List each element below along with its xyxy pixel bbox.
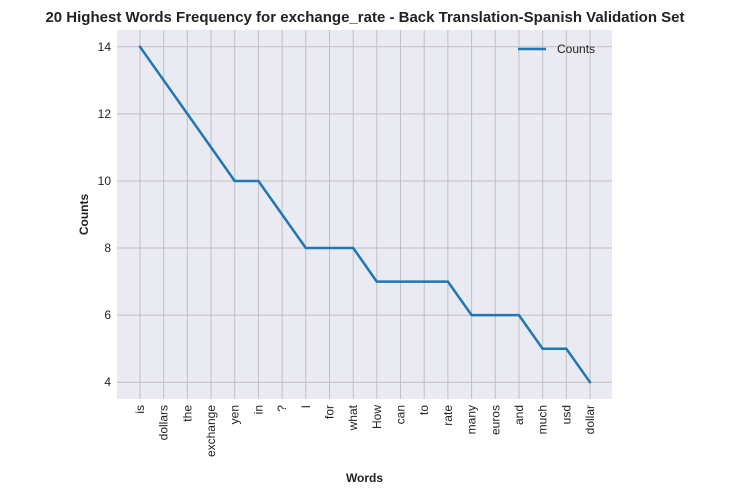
- y-axis-ticks: 4 6 8 10 12 14: [98, 40, 112, 389]
- x-tick-label: How: [370, 405, 384, 429]
- x-tick-label: dollar: [583, 405, 597, 434]
- y-tick-label: 4: [104, 375, 111, 389]
- x-tick-label: yen: [228, 405, 242, 424]
- x-tick-label: is: [133, 405, 147, 414]
- data-point: [139, 46, 141, 48]
- data-point: [399, 280, 401, 282]
- x-tick-label: much: [536, 405, 550, 434]
- x-tick-label: ?: [275, 405, 289, 412]
- data-point: [447, 280, 449, 282]
- data-point: [210, 146, 212, 148]
- y-tick-label: 6: [104, 308, 111, 322]
- x-tick-label: the: [180, 405, 194, 422]
- x-tick-label: dollars: [157, 405, 171, 440]
- data-point: [352, 247, 354, 249]
- data-point: [257, 180, 259, 182]
- y-tick-label: 14: [98, 40, 112, 54]
- data-point: [281, 213, 283, 215]
- data-point: [305, 247, 307, 249]
- data-point: [376, 280, 378, 282]
- x-tick-label: many: [465, 405, 479, 434]
- x-tick-label: euros: [488, 405, 502, 435]
- y-tick-label: 10: [98, 174, 112, 188]
- y-tick-label: 12: [98, 107, 112, 121]
- legend-label-counts: Counts: [557, 42, 595, 56]
- x-tick-label: exchange: [204, 405, 218, 457]
- data-point: [162, 79, 164, 81]
- data-point: [589, 381, 591, 383]
- data-point: [518, 314, 520, 316]
- data-point: [541, 347, 543, 349]
- data-point: [423, 280, 425, 282]
- x-tick-label: to: [417, 405, 431, 415]
- data-point: [470, 314, 472, 316]
- chart-title: 20 Highest Words Frequency for exchange_…: [45, 9, 684, 26]
- x-tick-label: I: [299, 405, 313, 408]
- x-tick-label: for: [322, 405, 336, 419]
- data-point: [565, 347, 567, 349]
- x-tick-label: what: [346, 404, 360, 431]
- data-point: [328, 247, 330, 249]
- x-tick-label: rate: [441, 405, 455, 426]
- x-tick-label: and: [512, 405, 526, 425]
- x-tick-label: can: [394, 405, 408, 424]
- y-tick-label: 8: [104, 241, 111, 255]
- x-axis-label: Words: [346, 471, 383, 485]
- data-point: [494, 314, 496, 316]
- y-axis-label: Counts: [77, 194, 91, 236]
- x-tick-label: usd: [559, 405, 573, 424]
- data-point: [186, 113, 188, 115]
- data-point: [234, 180, 236, 182]
- x-tick-label: in: [251, 405, 265, 414]
